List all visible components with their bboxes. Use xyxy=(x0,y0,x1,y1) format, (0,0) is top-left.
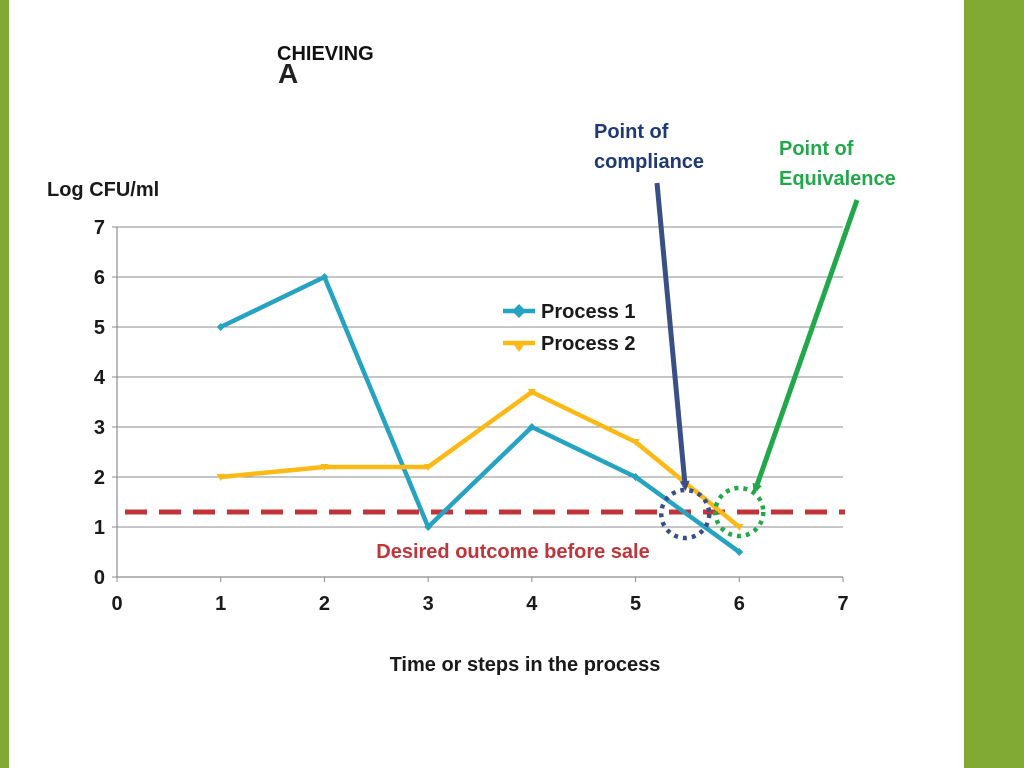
legend-label-2: Process 2 xyxy=(541,333,636,355)
y-axis-label: Log CFU/ml xyxy=(47,179,159,201)
y-tick-label: 1 xyxy=(94,517,105,539)
series-1-point xyxy=(320,273,329,281)
x-axis-label: Time or steps in the process xyxy=(390,654,661,676)
series-1-point xyxy=(631,473,640,481)
x-tick-label: 0 xyxy=(111,593,122,615)
legend-marker-2 xyxy=(512,342,526,352)
x-tick-label: 4 xyxy=(526,593,538,615)
series-1-point xyxy=(216,323,225,331)
series-2-point xyxy=(320,464,329,471)
title-superscript: CHIEVING xyxy=(277,43,374,65)
threshold-layer: Desired outcome before sale xyxy=(125,509,845,563)
series-1-point xyxy=(527,423,536,431)
y-tick-label: 2 xyxy=(94,467,105,489)
right-accent-bar xyxy=(964,0,1024,768)
compliance-circle xyxy=(658,487,712,541)
series-layer xyxy=(216,273,744,556)
series-1-point xyxy=(424,523,433,531)
x-tick-label: 2 xyxy=(319,593,330,615)
series-2-point xyxy=(735,524,744,531)
desired-outcome-label: Desired outcome before sale xyxy=(376,541,649,563)
legend-marker-1 xyxy=(512,304,526,318)
point-of-equivalence-label: Point of Equivalence xyxy=(779,138,896,190)
series-2-point xyxy=(631,439,640,446)
y-tick-label: 6 xyxy=(94,267,105,289)
y-tick-label: 0 xyxy=(94,567,105,589)
point-of-compliance-label: Point of compliance xyxy=(594,121,705,173)
series-1-point xyxy=(735,548,744,556)
x-tick-label: 3 xyxy=(423,593,434,615)
x-tick-label: 6 xyxy=(734,593,745,615)
legend-label-1: Process 1 xyxy=(541,301,636,323)
axes: 0 1 2 3 4 5 6 7 0 1 2 3 4 5 6 7 Time or steps in the pro… xyxy=(47,179,849,676)
x-tick-label: 5 xyxy=(630,593,641,615)
series-2-point xyxy=(527,389,536,396)
x-tick-label: 7 xyxy=(837,593,848,615)
x-tick-label: 1 xyxy=(215,593,226,615)
annotation-circles xyxy=(658,485,766,541)
series-2-point xyxy=(424,464,433,471)
equivalence-arrow xyxy=(752,199,860,494)
series-line-1 xyxy=(219,274,741,554)
title-letter: A xyxy=(278,58,299,89)
y-tick-label: 4 xyxy=(94,367,106,389)
legend: Process 1 Process 2 xyxy=(503,301,636,355)
grid xyxy=(117,226,843,528)
y-tick-label: 3 xyxy=(94,417,105,439)
series-2-point xyxy=(216,474,225,481)
compliance-arrow xyxy=(654,182,690,491)
series-line-2 xyxy=(220,389,741,529)
y-tick-label: 5 xyxy=(94,317,105,339)
left-accent-bar xyxy=(0,0,9,768)
equivalence-circle xyxy=(713,485,766,539)
y-tick-label: 7 xyxy=(94,217,105,239)
annotation-arrows xyxy=(654,182,860,494)
